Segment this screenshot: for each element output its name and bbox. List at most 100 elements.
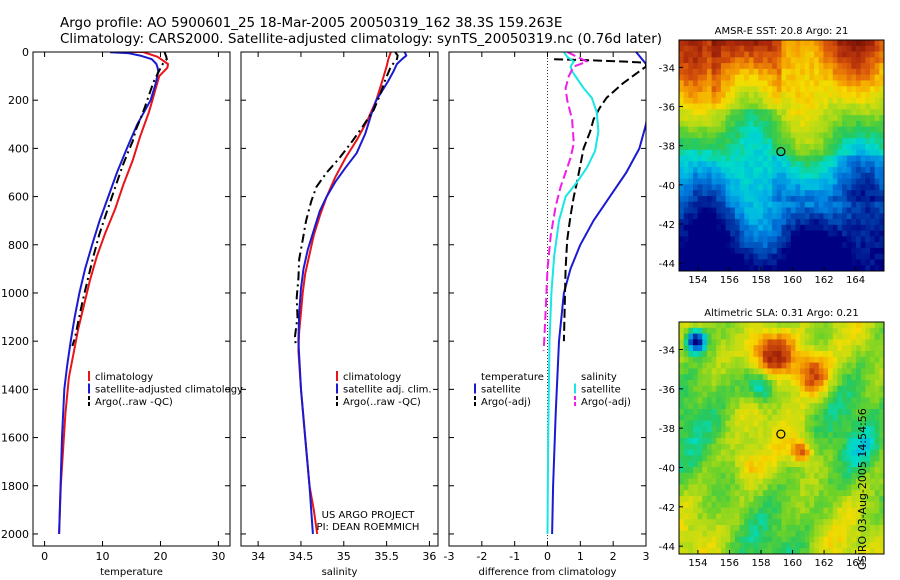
sst-map-cell [842,109,848,116]
sst-map-cell [846,259,852,266]
sst-map-cell [758,103,764,110]
sla-map-cell [711,368,717,375]
sst-map-xtick-label-4: 162 [815,275,834,286]
sst-map-cell [879,80,885,87]
sst-map-cell [679,120,685,128]
sst-map-cell [767,45,773,52]
sla-map-cell [744,368,750,375]
sla-map-cell [804,542,810,549]
sla-map-cell [879,356,885,363]
sla-map-cell [748,443,754,450]
sla-map-cell [702,362,708,369]
sst-map-cell [870,143,876,151]
sst-map-cell [776,45,782,52]
sst-map-cell [804,132,810,139]
sst-map-cell [692,149,699,156]
sst-map-cell [879,109,885,116]
sla-map-cell [758,322,764,329]
sst-map-cell [748,97,754,104]
sst-map-cell [856,120,862,128]
sst-map-cell [725,195,731,203]
sla-map-cell [697,472,703,479]
sst-map-cell [720,207,726,214]
sla-map-cell [786,461,792,468]
sst-map-cell [790,172,796,180]
sst-map-cell [846,143,852,151]
sla-map-cell [688,530,694,537]
sst-map-cell [706,103,713,110]
sla-map-title: Altimetric SLA: 0.31 Argo: 0.21 [704,308,859,319]
sst-map-cell [748,155,754,162]
sst-map-cell [860,195,866,203]
sla-map-cell [753,496,759,503]
sst-map-cell [837,167,843,174]
sla-map-cell [762,542,768,549]
sla-map-cell [804,339,810,346]
sst-map-cell [874,265,880,272]
sla-map-cell [809,426,815,433]
sst-map-cell [748,219,754,226]
sst-map-cell [711,45,717,52]
sst-map-cell [781,172,787,180]
sla-map-cell [786,414,792,421]
sst-map-cell [762,178,768,185]
sla-map-cell [828,345,834,352]
sst-map-cell [814,68,820,76]
sst-map-cell [860,132,866,139]
sst-map-cell [800,265,806,272]
sst-map-cell [767,143,773,151]
sla-map-cell [870,449,876,456]
sla-map-cell [860,496,866,503]
sla-map-cell [795,391,801,398]
sla-map-cell [716,380,722,387]
sla-map-cell [711,455,717,462]
sla-map-cell [804,443,810,450]
sla-map-cell [730,467,736,474]
sla-map-cell [758,374,764,381]
sst-map-cell [809,167,815,174]
sla-map-cell [860,443,866,450]
sst-map-cell [697,138,703,145]
sst-map-cell [786,161,792,168]
sla-map-cell [781,501,787,508]
sst-map-cell [683,190,689,197]
sla-map-cell [692,507,699,514]
sla-map-cell [730,362,736,369]
sla-map-cell [706,548,713,555]
sla-map-cell [683,345,689,352]
sla-map-cell [739,501,745,508]
sla-map-cell [716,525,722,532]
sst-map-cell [828,167,834,174]
sla-map-cell [739,525,745,532]
sst-map-cell [716,74,722,81]
sla-map-cell [725,385,731,392]
sst-map-cell [823,259,829,266]
sst-map-cell [702,63,708,70]
sla-map-cell [856,472,862,479]
sst-map-cell [744,51,750,58]
sst-map-cell [870,149,876,156]
sla-map-cell [711,525,717,532]
sst-map-cell [874,242,880,249]
sst-map-cell [874,224,880,231]
sla-map-cell [697,507,703,514]
sla-map-cell [870,414,876,421]
sla-map-cell [800,385,806,392]
sst-map-xtick-label-3: 160 [783,275,802,286]
sst-map-cell [828,253,834,260]
sst-map-cell [688,236,694,243]
sla-map-cell [842,478,848,485]
sst-map-cell [744,242,750,249]
sst-map-cell [860,201,866,208]
sla-map-cell [823,420,829,427]
sst-map-cell [846,201,852,208]
sst-map-cell [758,219,764,226]
sla-map-cell [734,525,740,532]
sst-map-cell [744,265,750,272]
sla-map-cell [879,374,885,381]
sla-map-cell [753,478,759,485]
sst-map-cell [795,132,801,139]
sst-map-cell [767,242,773,249]
sla-map-cell [730,501,736,508]
sla-map-cell [818,345,824,352]
